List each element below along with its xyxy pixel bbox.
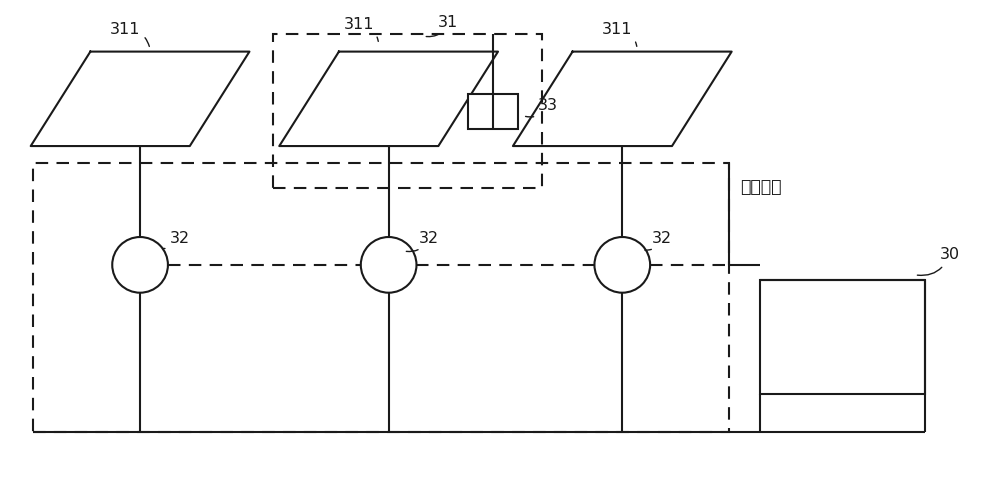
Text: 30: 30 [917,247,959,275]
Text: 分流系统: 分流系统 [741,178,782,197]
Text: 311: 311 [110,22,149,46]
Text: 32: 32 [406,230,438,252]
Text: 311: 311 [602,22,637,46]
Text: 32: 32 [163,230,190,249]
Bar [273,34,542,188]
Text: 31: 31 [426,15,458,37]
Text: 32: 32 [645,230,672,250]
Text: 33: 33 [526,98,558,117]
Bar [760,280,925,394]
Text: 311: 311 [344,17,378,42]
Bar [468,94,518,128]
Bar [33,163,729,432]
